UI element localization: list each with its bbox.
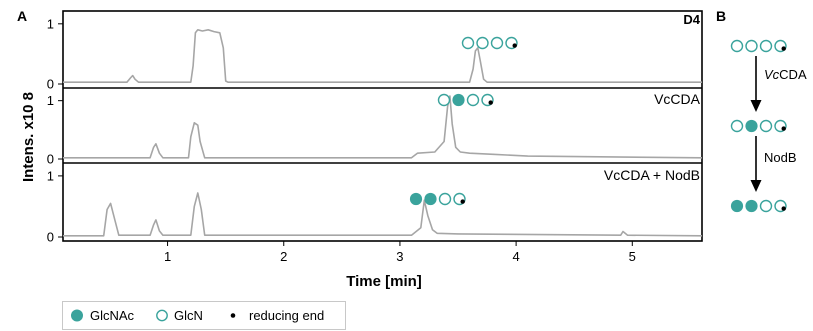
trace-label-2: VcCDA — [654, 91, 701, 107]
x-tick-label-1: 1 — [164, 249, 171, 264]
legend-glcnac-icon — [71, 309, 83, 322]
y-tick-label-2-1: 1 — [47, 93, 54, 108]
peak-oligo-3-glcn-2 — [438, 192, 452, 206]
scheme-oligo-2-glcnac-1 — [745, 119, 758, 133]
scheme-arrowhead-1 — [750, 100, 762, 112]
trace-line-1 — [63, 29, 702, 83]
y-tick-label-1-0: 0 — [47, 77, 54, 92]
peak-oligo-2-glcn-2 — [466, 93, 480, 107]
peak-oligo-3-glcnac-0 — [409, 192, 423, 206]
peak-oligo-3-glcnac-1 — [424, 192, 437, 206]
x-tick-label-3: 3 — [396, 249, 403, 264]
scheme-oligo-3-reducing-end — [781, 206, 786, 211]
scheme-oligo-3-glcn-2 — [759, 199, 773, 213]
scheme-oligo-1-glcn-1 — [745, 39, 758, 53]
scheme-oligo-1-reducing-end — [781, 46, 786, 51]
scheme-enzyme-1: VcCDA — [764, 67, 807, 82]
scheme-oligo-3-glcnac-1 — [745, 199, 758, 213]
sample-id: D4 — [683, 12, 700, 27]
peak-oligo-1-glcn-0 — [461, 36, 475, 50]
legend-box — [62, 301, 346, 330]
oligo-symbols — [409, 36, 518, 206]
legend: GlcNAc GlcN reducing end — [62, 301, 346, 330]
x-tick-label-4: 4 — [512, 249, 519, 264]
legend-glcn-icon — [156, 309, 168, 322]
scheme-arrowhead-2 — [750, 180, 762, 192]
legend-glcn-label: GlcN — [174, 308, 203, 323]
legend-reducing-end-label: reducing end — [249, 308, 324, 323]
trace-label-3: VcCDA + NodB — [604, 167, 700, 183]
y-axis-label: Intens. x10 8 — [20, 92, 37, 182]
scheme-oligo-2-reducing-end — [781, 126, 786, 131]
scheme-oligo-1-glcn-2 — [759, 39, 773, 53]
legend-glcnac-label: GlcNAc — [90, 308, 135, 323]
y-tick-label-2-0: 0 — [47, 152, 54, 167]
y-tick-label-3-0: 0 — [47, 230, 54, 245]
x-tick-label-2: 2 — [280, 249, 287, 264]
trace-line-3 — [63, 192, 703, 237]
peak-oligo-2-glcnac-1 — [452, 93, 465, 107]
scheme-oligo-2-glcn-0 — [730, 119, 744, 133]
peak-oligo-3-reducing-end — [460, 199, 465, 204]
trace-line-2 — [63, 95, 703, 159]
scheme-oligo-1-glcn-0 — [730, 39, 744, 53]
legend-reducing-end-icon — [230, 313, 236, 318]
x-tick-label-5: 5 — [629, 249, 636, 264]
peak-oligo-2-reducing-end — [488, 100, 493, 105]
scheme-enzyme-2: NodB — [764, 150, 797, 165]
y-tick-label-3-1: 1 — [47, 168, 54, 183]
scheme-oligo-2-glcn-2 — [759, 119, 773, 133]
scheme-enzyme-1-prefix: Vc — [764, 67, 780, 82]
panel-label-a: A — [17, 8, 27, 24]
peak-oligo-1-reducing-end — [512, 43, 517, 48]
panel-label-b: B — [716, 8, 726, 24]
plot-frame — [62, 10, 703, 242]
peak-oligo-1-glcn-1 — [476, 36, 489, 50]
peak-oligo-2-glcn-0 — [437, 93, 451, 107]
scheme-oligo-3-glcnac-0 — [730, 199, 744, 213]
scheme-enzyme-1-name: CDA — [779, 67, 807, 82]
deacetylation-scheme: VcCDA NodB — [730, 39, 807, 213]
peak-oligo-1-glcn-2 — [490, 36, 504, 50]
y-tick-label-1-1: 1 — [47, 16, 54, 31]
x-axis-label: Time [min] — [346, 273, 422, 290]
